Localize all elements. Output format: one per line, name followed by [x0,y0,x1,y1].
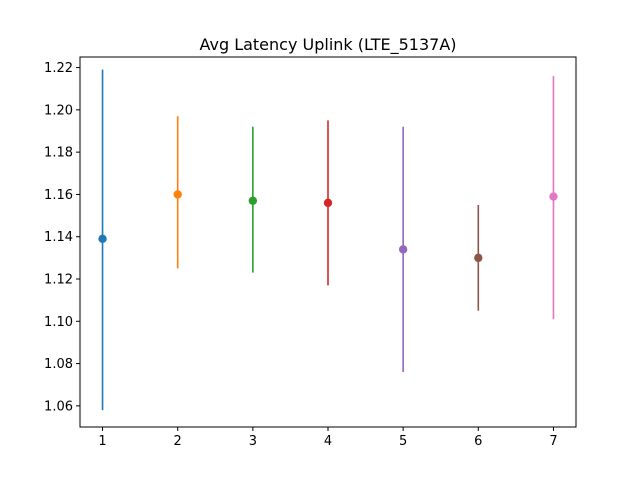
data-point [549,192,558,201]
y-tick-label: 1.14 [44,230,73,245]
x-tick-label: 7 [549,434,557,449]
y-tick-label: 1.22 [44,61,73,76]
y-tick-label: 1.20 [44,103,73,118]
data-point [323,198,333,208]
y-tick-label: 1.16 [44,188,73,203]
data-series [98,69,558,411]
y-axis: 1.06 1.08 1.10 1.12 1.14 1.16 1.18 1.20 1.22 [44,61,80,414]
x-tick-label: 2 [174,434,182,449]
chart-title: Avg Latency Uplink (LTE_5137A) [199,35,456,55]
y-tick-label: 1.18 [44,146,73,161]
y-tick-label: 1.06 [44,399,73,414]
data-point [173,190,182,199]
x-tick-label: 3 [249,434,257,449]
data-point [474,253,483,263]
x-tick-label: 4 [324,434,332,449]
x-tick-label: 5 [399,434,407,449]
data-point [248,196,258,205]
data-point [398,245,408,254]
y-tick-label: 1.12 [44,273,73,288]
y-tick-label: 1.10 [44,315,73,330]
x-axis: 1 2 3 4 5 6 7 [98,427,558,449]
x-tick-label: 6 [474,434,482,449]
y-tick-label: 1.08 [44,357,73,372]
x-tick-label: 1 [98,434,106,449]
data-point [98,234,107,244]
